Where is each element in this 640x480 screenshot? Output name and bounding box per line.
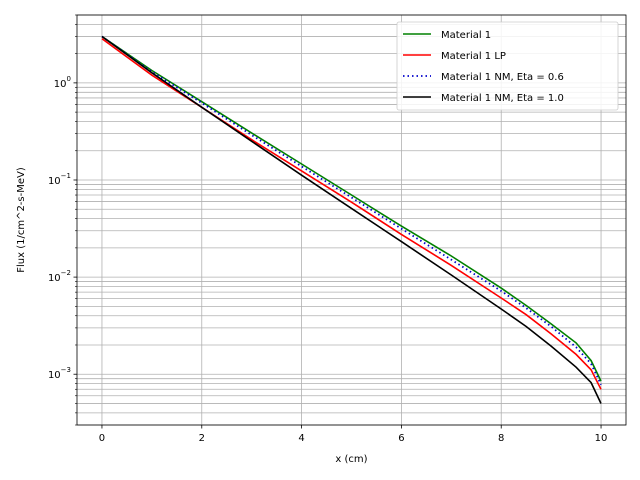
legend-box [396,21,619,111]
y-tick-label: 100 [54,75,71,90]
series-line [101,35,602,404]
x-tick-label: 6 [398,433,404,444]
x-tick-label: 8 [498,433,504,444]
legend-label: Material 1 NM, Eta = 1.0 [441,93,564,104]
x-tick-label: 2 [199,433,205,444]
x-axis-label: x (cm) [335,454,367,465]
series-line [101,35,602,382]
tick-layer: 0 2 4 6 8 10 10−3 10−2 10−1 100 [48,14,608,444]
legend-label: Material 1 NM, Eta = 0.6 [441,72,564,83]
x-tick-label: 0 [99,433,105,444]
legend-label: Material 1 LP [441,51,506,62]
x-tick-label: 4 [298,433,304,444]
legend: Material 1 Material 1 LP Material 1 NM, Et… [396,21,619,111]
y-axis-label: Flux (1/cm^2-s-MeV) [16,167,27,273]
x-tick-label: 10 [595,433,608,444]
series-layer [101,35,602,404]
plot-frame [76,14,627,426]
legend-label: Material 1 [441,30,491,41]
y-tick-label: 10−1 [48,172,71,187]
y-tick-label: 10−2 [48,269,71,284]
y-tick-label: 10−3 [48,366,71,381]
